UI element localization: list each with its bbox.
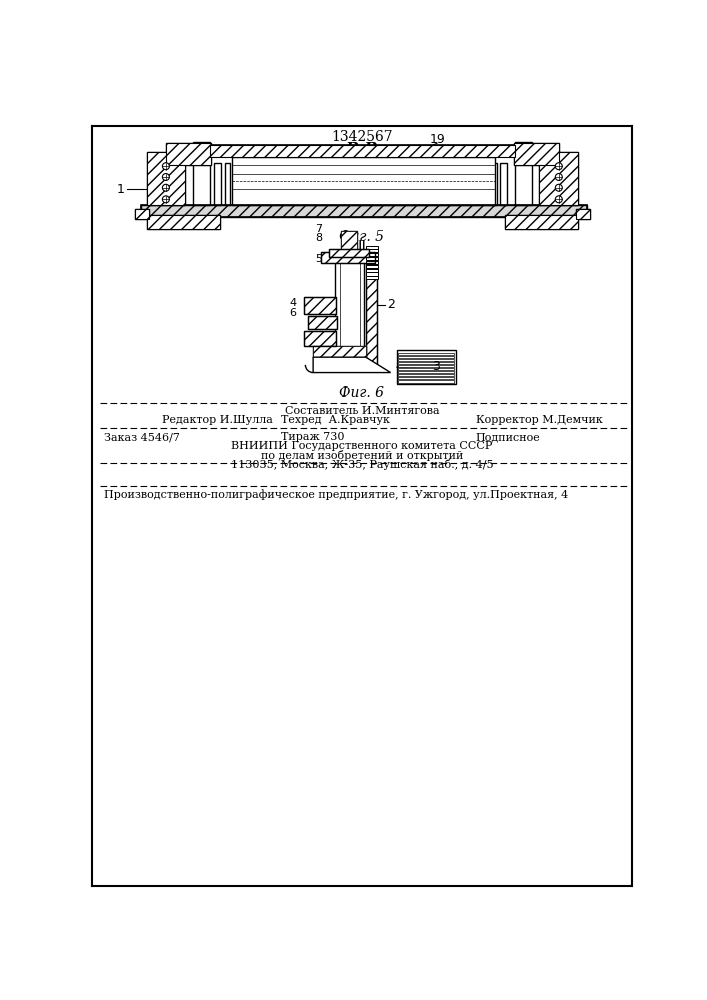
Bar xyxy=(225,163,230,205)
Bar xyxy=(505,215,578,229)
Bar xyxy=(146,152,185,205)
Bar xyxy=(398,380,454,383)
Bar xyxy=(341,231,356,252)
Circle shape xyxy=(163,196,170,203)
Bar xyxy=(539,152,578,205)
Circle shape xyxy=(163,184,170,191)
Text: 6: 6 xyxy=(289,308,296,318)
Text: B-B: B-B xyxy=(346,142,378,156)
Bar xyxy=(366,257,378,260)
Bar xyxy=(335,252,364,351)
Bar xyxy=(366,249,378,252)
Text: Тираж 730: Тираж 730 xyxy=(281,432,344,442)
Bar xyxy=(146,152,185,205)
Bar xyxy=(210,145,515,157)
Bar xyxy=(515,142,532,205)
Text: ВНИИПИ Государственного комитета СССР: ВНИИПИ Государственного комитета СССР xyxy=(231,441,493,451)
Bar xyxy=(500,163,507,205)
Text: Заказ 4546/7: Заказ 4546/7 xyxy=(104,432,180,442)
Bar xyxy=(366,265,378,268)
Circle shape xyxy=(555,184,562,191)
Bar xyxy=(398,368,454,370)
Bar xyxy=(166,143,211,165)
Bar xyxy=(398,377,454,379)
Bar xyxy=(398,365,454,367)
Bar xyxy=(366,252,377,366)
Text: 7: 7 xyxy=(315,224,322,234)
Bar xyxy=(514,143,559,165)
Bar xyxy=(398,362,454,364)
Bar xyxy=(366,276,378,279)
Bar xyxy=(366,252,377,366)
Bar xyxy=(575,209,590,219)
Bar xyxy=(304,331,337,346)
Text: 1342567: 1342567 xyxy=(331,130,393,144)
Text: Корректор М.Демчик: Корректор М.Демчик xyxy=(476,415,602,425)
Bar xyxy=(514,143,559,165)
Bar xyxy=(313,346,366,357)
Bar xyxy=(321,252,375,263)
Text: Производственно-полиграфическое предприятие, г. Ужгород, ул.Проектная, 4: Производственно-полиграфическое предприя… xyxy=(104,489,568,500)
Bar xyxy=(214,163,221,205)
Text: II: II xyxy=(358,240,366,255)
Bar xyxy=(304,331,337,346)
Text: 4: 4 xyxy=(289,298,296,308)
Circle shape xyxy=(555,174,562,180)
Circle shape xyxy=(163,163,170,170)
Bar xyxy=(491,163,497,205)
Bar xyxy=(366,269,378,272)
Bar xyxy=(341,231,356,252)
Bar xyxy=(308,316,337,329)
Bar xyxy=(321,252,375,263)
Bar xyxy=(398,359,454,361)
Bar xyxy=(313,346,366,357)
Text: Фиг. 5: Фиг. 5 xyxy=(339,230,385,244)
Bar xyxy=(329,249,369,257)
Bar xyxy=(329,249,369,257)
Text: Составитель И.Минтягова: Составитель И.Минтягова xyxy=(285,406,439,416)
Circle shape xyxy=(555,196,562,203)
Circle shape xyxy=(555,163,562,170)
Bar xyxy=(210,145,515,157)
Circle shape xyxy=(163,174,170,180)
Bar xyxy=(505,215,578,229)
Bar xyxy=(193,142,210,205)
Bar xyxy=(366,246,378,249)
Bar xyxy=(304,297,337,314)
Bar xyxy=(166,143,211,165)
Text: Техред  А.Кравчук: Техред А.Кравчук xyxy=(281,415,390,425)
Bar xyxy=(575,209,590,219)
Text: 1: 1 xyxy=(117,183,125,196)
Text: Редактор И.Шулла: Редактор И.Шулла xyxy=(162,415,273,425)
Text: 3: 3 xyxy=(433,360,440,373)
Bar xyxy=(398,374,454,376)
Text: 5: 5 xyxy=(315,254,322,264)
Bar xyxy=(308,316,337,329)
Text: 113035, Москва, Ж-35, Раушская наб., д. 4/5: 113035, Москва, Ж-35, Раушская наб., д. … xyxy=(230,459,493,470)
Bar xyxy=(304,297,337,314)
Bar xyxy=(539,152,578,205)
Text: 8: 8 xyxy=(315,233,322,243)
Bar xyxy=(232,157,495,205)
Bar xyxy=(397,350,456,384)
Bar xyxy=(366,253,378,256)
Text: Фиг. 6: Фиг. 6 xyxy=(339,386,385,400)
Text: по делам изобретений и открытий: по делам изобретений и открытий xyxy=(261,450,463,461)
Bar xyxy=(141,205,587,217)
Bar xyxy=(146,215,220,229)
Bar xyxy=(398,371,454,373)
Text: Подписное: Подписное xyxy=(476,432,541,442)
Bar xyxy=(141,205,587,217)
Bar xyxy=(366,261,378,264)
Bar xyxy=(398,356,454,358)
Bar xyxy=(146,215,220,229)
Bar xyxy=(135,209,149,219)
Text: 2: 2 xyxy=(387,298,395,311)
Polygon shape xyxy=(313,357,391,373)
Bar xyxy=(398,353,454,355)
Text: 19: 19 xyxy=(429,133,445,146)
Bar xyxy=(135,209,149,219)
Bar xyxy=(366,272,378,276)
